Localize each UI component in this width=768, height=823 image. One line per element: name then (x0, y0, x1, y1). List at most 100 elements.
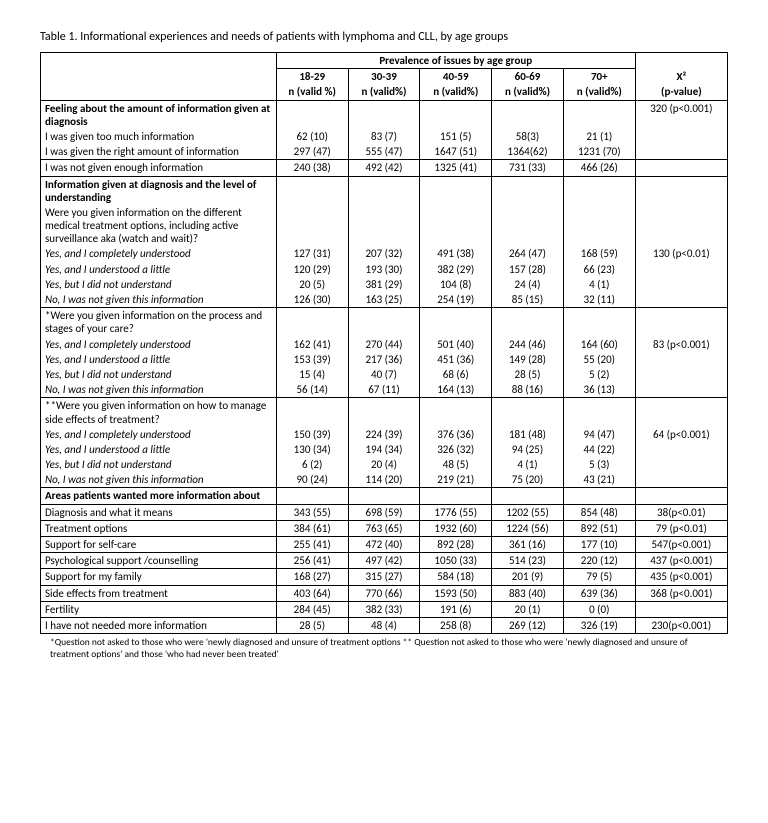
sec2-q1-chi: 130 (p<0.01) (635, 246, 727, 261)
table-cell: 48 (5) (420, 457, 492, 472)
table-cell: 163 (25) (348, 292, 420, 308)
table-cell: 382 (29) (420, 262, 492, 277)
table-cell: 168 (27) (276, 569, 348, 585)
sec1-row-label: I was not given enough information (41, 160, 277, 176)
super-header: Prevalence of issues by age group (276, 53, 635, 69)
table-cell: 384 (61) (276, 520, 348, 536)
table-cell: 731 (33) (492, 160, 564, 176)
row-label: Yes, but I did not understand (41, 277, 277, 292)
table-cell: 28 (5) (276, 617, 348, 633)
table-cell: 326 (19) (563, 617, 635, 633)
row-label: No, I was not given this information (41, 472, 277, 488)
table-cell: 497 (42) (348, 553, 420, 569)
table-cell: 437 (p<0.001) (635, 553, 727, 569)
table-cell: 343 (55) (276, 504, 348, 520)
table-cell: 56 (14) (276, 382, 348, 398)
table-cell: 55 (20) (563, 352, 635, 367)
col-sub-2: n (valid%) (420, 84, 492, 100)
table-cell: 376 (36) (420, 427, 492, 442)
table-cell: 153 (39) (276, 352, 348, 367)
sec2-q1-prompt: Were you given information on the differ… (41, 205, 277, 247)
table-cell: 68 (6) (420, 367, 492, 382)
table-cell: 451 (36) (420, 352, 492, 367)
table-cell: 224 (39) (348, 427, 420, 442)
table-cell: 15 (4) (276, 367, 348, 382)
table-cell: 1647 (51) (420, 144, 492, 160)
table-cell: 164 (13) (420, 382, 492, 398)
table-cell: 219 (21) (420, 472, 492, 488)
col-sub-4: n (valid%) (563, 84, 635, 100)
table-cell: 164 (60) (563, 337, 635, 352)
table-cell: 83 (7) (348, 129, 420, 144)
table-cell: 67 (11) (348, 382, 420, 398)
table-cell: 1364(62) (492, 144, 564, 160)
col-age-2: 40-59 (420, 69, 492, 85)
sec1-row-label: I was given the right amount of informat… (41, 144, 277, 160)
pval-header: (p-value) (635, 84, 727, 100)
table-cell: 157 (28) (492, 262, 564, 277)
table-cell: 892 (51) (563, 520, 635, 536)
table-cell: 104 (8) (420, 277, 492, 292)
table-cell: 382 (33) (348, 601, 420, 617)
sec2-q3-chi: 64 (p<0.001) (635, 427, 727, 442)
table-cell: 639 (36) (563, 585, 635, 601)
row-label: Side effects from treatment (41, 585, 277, 601)
table-cell: 181 (48) (492, 427, 564, 442)
table-cell: 66 (23) (563, 262, 635, 277)
table-cell: 88 (16) (492, 382, 564, 398)
table-cell: 1050 (33) (420, 553, 492, 569)
row-label: Fertility (41, 601, 277, 617)
table-cell: 892 (28) (420, 537, 492, 553)
table-cell: 4 (1) (563, 277, 635, 292)
table-cell: 284 (45) (276, 601, 348, 617)
table-cell: 201 (9) (492, 569, 564, 585)
sec1-chi: 320 (p<0.001) (635, 100, 727, 129)
row-label: Yes, and I understood a little (41, 352, 277, 367)
table-cell: 58(3) (492, 129, 564, 144)
table-cell: 38(p<0.01) (635, 504, 727, 520)
table-cell: 1325 (41) (420, 160, 492, 176)
sec1-header: Feeling about the amount of information … (41, 100, 277, 129)
table-cell: 48 (4) (348, 617, 420, 633)
table-cell: 255 (41) (276, 537, 348, 553)
table-cell: 0 (0) (563, 601, 635, 617)
table-cell: 584 (18) (420, 569, 492, 585)
sec2-q3-prompt: **Were you given information on how to m… (41, 398, 277, 427)
row-label: Yes, and I completely understood (41, 246, 277, 261)
table-cell: 1202 (55) (492, 504, 564, 520)
row-label: Psychological support /counselling (41, 553, 277, 569)
table-cell: 883 (40) (492, 585, 564, 601)
table-cell: 43 (21) (563, 472, 635, 488)
table-cell: 28 (5) (492, 367, 564, 382)
table-cell: 240 (38) (276, 160, 348, 176)
table-cell: 6 (2) (276, 457, 348, 472)
row-label: Treatment options (41, 520, 277, 536)
table-cell: 547(p<0.001) (635, 537, 727, 553)
table-cell: 217 (36) (348, 352, 420, 367)
table-cell: 466 (26) (563, 160, 635, 176)
table-cell: 20 (1) (492, 601, 564, 617)
table-cell: 269 (12) (492, 617, 564, 633)
table-cell: 149 (28) (492, 352, 564, 367)
table-cell: 1776 (55) (420, 504, 492, 520)
table-cell: 62 (10) (276, 129, 348, 144)
table-cell: 555 (47) (348, 144, 420, 160)
table-cell: 854 (48) (563, 504, 635, 520)
table-cell: 32 (11) (563, 292, 635, 308)
sec3-header: Areas patients wanted more information a… (41, 488, 277, 504)
table-cell: 162 (41) (276, 337, 348, 352)
table-cell: 130 (34) (276, 442, 348, 457)
table-cell: 491 (38) (420, 246, 492, 261)
table-cell: 151 (5) (420, 129, 492, 144)
table-cell: 24 (4) (492, 277, 564, 292)
sec2-q2-chi: 83 (p<0.001) (635, 337, 727, 352)
table-cell: 368 (p<0.001) (635, 585, 727, 601)
row-label: Support for my family (41, 569, 277, 585)
table-cell: 492 (42) (348, 160, 420, 176)
table-title: Table 1. Informational experiences and n… (40, 30, 728, 44)
row-label: Yes, but I did not understand (41, 457, 277, 472)
table-cell: 264 (47) (492, 246, 564, 261)
table-cell: 207 (32) (348, 246, 420, 261)
table-cell: 90 (24) (276, 472, 348, 488)
col-age-3: 60-69 (492, 69, 564, 85)
